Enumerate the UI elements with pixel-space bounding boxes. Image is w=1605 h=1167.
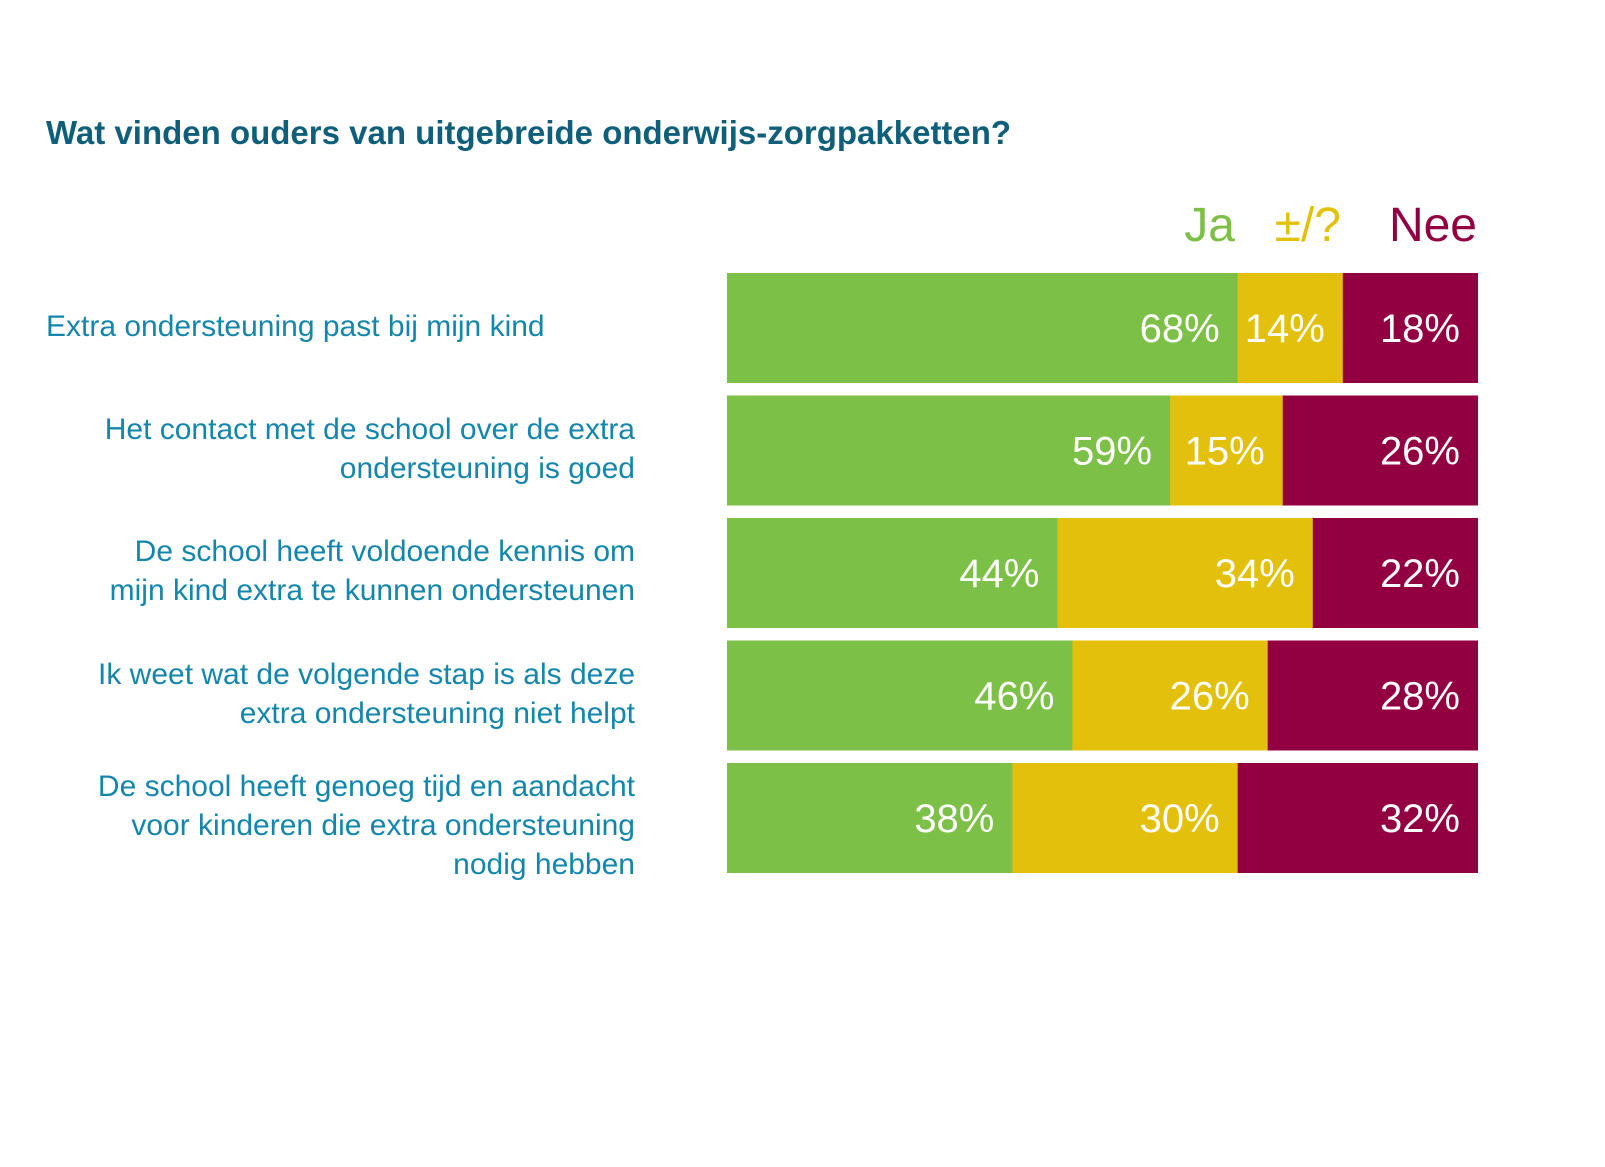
legend-ja-label: Ja [1184,199,1235,252]
category-label-3-line-1: De school heeft voldoende kennis om [134,535,635,568]
legend-nee-label: Nee [1388,199,1477,252]
category-label-5-line-3: nodig hebben [453,848,635,881]
category-label-5: De school heeft genoeg tijd en aandacht v… [98,767,635,884]
bar-3-series-2 [1057,518,1314,628]
bar-5-series-2 [1012,763,1239,873]
category-label-4: Ik weet wat de volgende stap is als deze… [98,655,635,733]
category-label-3-line-2: mijn kind extra te kunnen ondersteunen [109,574,635,607]
category-label-4-line-2: extra ondersteuning niet helpt [239,696,635,730]
bar-4-series-1-value-label: 46% [974,675,1054,719]
chart-title: Wat vinden ouders van uitgebreide onderw… [46,114,1012,151]
bar-2-series-1-value-label: 59% [1072,430,1152,474]
bar-5-series-2-value-label: 30% [1140,797,1220,841]
bar-5-series-1-value-label: 38% [914,797,994,841]
category-label-5-line-1: De school heeft genoeg tijd en aandacht [97,770,635,803]
bar-1-series-3 [1342,273,1478,383]
category-label-2-line-1: Het contact met de school over de extra [104,412,635,446]
legend-neutral-label: ±/? [1274,199,1341,252]
bar-3-series-1-value-label: 44% [959,552,1039,596]
bar-1-series-2-value-label: 14% [1245,307,1325,351]
bar-1-series-1-value-label: 68% [1140,307,1220,351]
bar-2-series-3-value-label: 26% [1380,430,1460,474]
bar-1-series-3-value-label: 18% [1380,307,1460,351]
bar-2-series-2 [1170,395,1284,506]
bar-4-series-2-value-label: 26% [1170,675,1250,719]
bar-5-series-1 [727,763,1013,873]
bar-3-series-3 [1312,518,1478,628]
bar-3-series-1 [727,518,1058,628]
bar-2-series-3 [1282,395,1478,506]
category-label-4-line-1: Ik weet wat de volgende stap is als deze [98,657,635,691]
legend-ja: Ja [1184,196,1235,256]
legend-neutral: ±/? [1275,196,1341,256]
bar-1-series-2 [1237,273,1344,383]
bar-5-series-3 [1237,763,1478,873]
bar-1-series-1 [727,273,1239,383]
bar-4-series-1 [727,640,1073,751]
bar-2-series-1 [727,395,1171,506]
bar-3-series-2-value-label: 34% [1215,552,1295,596]
legend-nee: Nee [1389,196,1477,256]
category-label-2-line-2: ondersteuning is goed [339,451,635,485]
bar-5-series-3-value-label: 32% [1380,797,1460,841]
category-label-3: De school heeft voldoende kennis om mijn … [110,532,635,610]
category-label-2: Het contact met de school over de extra o… [105,410,635,488]
bar-4-series-3-value-label: 28% [1380,675,1460,719]
category-label-1-line-1: Extra ondersteuning past bij mijn kind [46,309,545,343]
bar-2-series-2-value-label: 15% [1185,430,1265,474]
bar-4-series-3 [1267,640,1478,751]
category-label-1: Extra ondersteuning past bij mijn kind [46,307,545,346]
bar-3-series-3-value-label: 22% [1380,552,1460,596]
bar-4-series-2 [1072,640,1269,751]
category-label-5-line-2: voor kinderen die extra ondersteuning [131,809,635,842]
